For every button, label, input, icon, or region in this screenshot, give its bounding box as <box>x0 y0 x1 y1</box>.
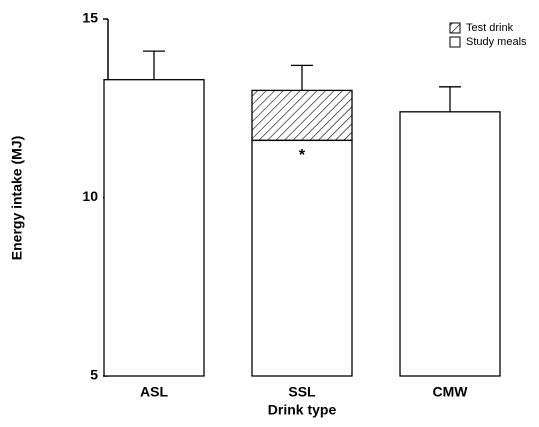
error-bar <box>143 50 165 80</box>
x-axis-label: Drink type <box>268 402 337 418</box>
bar-segment <box>399 111 501 377</box>
legend-label: Study meals <box>466 36 527 48</box>
bar-segment <box>103 79 205 377</box>
x-tick-label: CMW <box>433 384 469 400</box>
y-tick-label: 5 <box>90 367 98 383</box>
y-tick-label: 10 <box>82 188 98 204</box>
error-bar <box>291 64 313 91</box>
bar-segment <box>251 89 353 142</box>
error-bar <box>439 86 461 112</box>
legend-label: Test drink <box>466 22 514 34</box>
y-tick-label: 15 <box>82 10 98 26</box>
x-tick-label: ASL <box>140 384 168 400</box>
bar-segment <box>251 139 353 377</box>
legend-swatch <box>449 36 461 48</box>
annotation: * <box>299 147 306 164</box>
x-tick-label: SSL <box>288 384 316 400</box>
legend-swatch <box>449 22 461 34</box>
y-axis-label: Energy intake (MJ) <box>9 136 25 260</box>
